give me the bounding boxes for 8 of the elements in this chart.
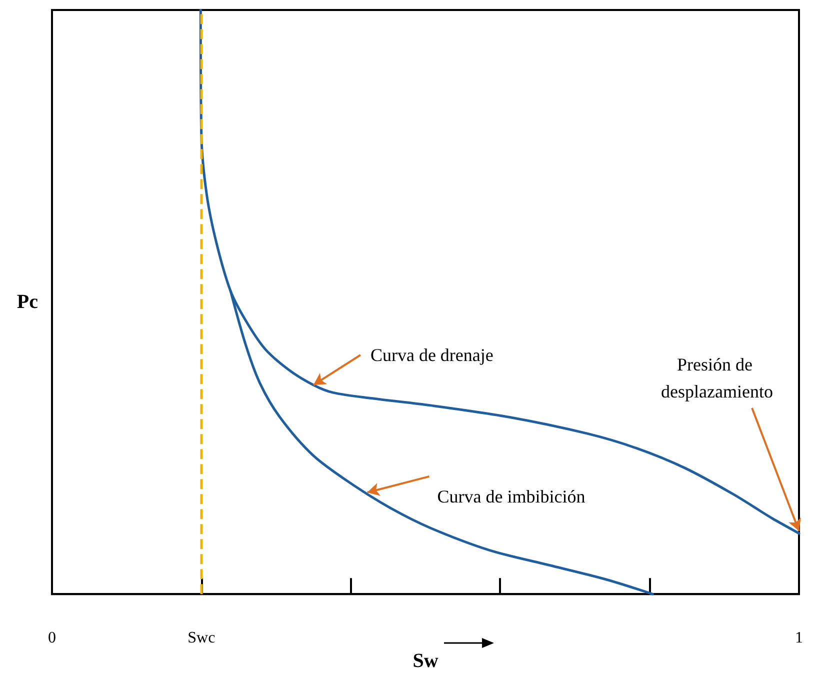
annotation: Presión de desplazamiento (661, 354, 773, 402)
x-axis-title: Sw (412, 650, 439, 672)
x-tick-label: Swc (188, 630, 216, 647)
x-tick-label: 0 (48, 630, 56, 647)
y-axis-title: Pc (16, 291, 38, 314)
annotation: Curva de drenaje (370, 344, 494, 365)
x-tick-label: 1 (795, 630, 803, 647)
annotation: Curva de imbibición (437, 486, 586, 506)
